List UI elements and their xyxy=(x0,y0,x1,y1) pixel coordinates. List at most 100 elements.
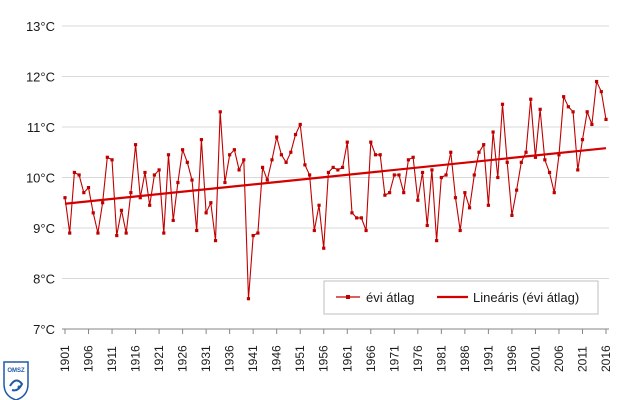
annual-mean-point xyxy=(185,160,189,164)
annual-mean-point xyxy=(406,158,411,162)
annual-mean-point xyxy=(444,173,448,177)
annual-mean-point xyxy=(392,173,396,177)
annual-mean-point xyxy=(359,216,363,220)
annual-mean-point xyxy=(331,165,335,169)
annual-mean-point xyxy=(223,180,227,185)
x-tick-label: 1971 xyxy=(387,345,401,372)
x-tick-label: 2016 xyxy=(599,345,613,372)
annual-mean-point xyxy=(458,228,462,233)
x-tick-label: 1981 xyxy=(434,345,448,372)
annual-mean-point xyxy=(496,175,500,180)
annual-mean-point xyxy=(265,178,269,182)
linear-trend-line xyxy=(64,147,607,205)
annual-mean-point xyxy=(510,213,514,217)
annual-mean-point xyxy=(293,132,298,137)
annual-mean-point xyxy=(453,196,458,200)
annual-mean-point xyxy=(599,90,603,94)
annual-mean-point xyxy=(260,165,265,169)
annual-mean-point xyxy=(232,148,236,152)
annual-mean-point xyxy=(138,196,142,200)
annual-mean-point xyxy=(110,158,114,162)
annual-mean-point xyxy=(425,223,429,228)
omsz-logo: OMSZ xyxy=(3,361,29,400)
annual-mean-point xyxy=(482,143,486,147)
annual-mean-point xyxy=(152,173,156,177)
annual-mean-point xyxy=(388,191,392,195)
annual-mean-point xyxy=(96,231,100,235)
annual-mean-point xyxy=(242,158,246,162)
x-tick-label: 1996 xyxy=(505,345,519,372)
x-tick-label: 1906 xyxy=(82,345,96,372)
x-tick-label: 1921 xyxy=(152,345,166,372)
annual-mean-point xyxy=(411,155,415,159)
x-tick-label: 1976 xyxy=(411,345,425,372)
annual-mean-point xyxy=(486,203,490,207)
annual-mean-point xyxy=(204,211,208,215)
y-tick-label: 11°C xyxy=(27,120,55,135)
annual-mean-point xyxy=(63,196,67,200)
annual-mean-point xyxy=(246,297,251,301)
annual-mean-point xyxy=(590,122,594,127)
annual-mean-point xyxy=(176,180,180,185)
annual-mean-point xyxy=(143,170,147,175)
annual-mean-point xyxy=(373,153,378,157)
annual-mean-point xyxy=(435,239,439,243)
annual-mean-point xyxy=(369,140,373,144)
x-tick-label: 2001 xyxy=(528,345,542,372)
series xyxy=(63,79,608,301)
annual-mean-point xyxy=(218,110,222,114)
annual-mean-point xyxy=(491,130,495,134)
annual-mean-point xyxy=(162,231,166,235)
x-tick-label: 1986 xyxy=(458,345,472,372)
x-tick-label: 1916 xyxy=(129,345,143,372)
annual-mean-point xyxy=(397,173,401,177)
annual-mean-point xyxy=(449,150,453,154)
annual-mean-point xyxy=(326,170,331,175)
annual-mean-point xyxy=(129,191,133,195)
annual-mean-point xyxy=(199,138,204,142)
annual-mean-point xyxy=(557,153,561,157)
annual-mean-point xyxy=(340,165,345,169)
annual-mean-point xyxy=(317,203,321,207)
x-tick-label: 1966 xyxy=(364,345,378,372)
annual-mean-point xyxy=(124,231,128,235)
x-tick-label: 1961 xyxy=(340,345,354,372)
annual-mean-point xyxy=(195,228,199,233)
annual-mean-point xyxy=(77,173,81,177)
annual-mean-point xyxy=(237,168,241,172)
axes xyxy=(62,328,609,334)
annual-mean-point xyxy=(519,160,523,164)
logo-text: OMSZ xyxy=(7,368,25,374)
annual-mean-point xyxy=(256,231,260,235)
annual-mean-point xyxy=(209,201,213,205)
logo-swirl-icon xyxy=(9,379,24,392)
annual-mean-point xyxy=(505,160,509,164)
x-tick-label: 1936 xyxy=(223,345,237,372)
annual-mean-point xyxy=(119,208,124,212)
x-tick-label: 1926 xyxy=(176,345,190,372)
annual-mean-point xyxy=(350,211,354,215)
annual-mean-point xyxy=(538,107,542,111)
annual-mean-point xyxy=(566,105,570,109)
legend-label-trend: Lineáris (évi átlag) xyxy=(473,290,579,305)
annual-mean-point xyxy=(378,153,382,157)
annual-mean-point xyxy=(275,135,279,139)
annual-mean-point xyxy=(336,168,340,172)
annual-mean-point xyxy=(524,150,528,154)
annual-mean-point xyxy=(547,170,552,175)
annual-mean-point xyxy=(420,170,425,175)
y-tick-label: 9°C xyxy=(33,221,55,236)
legend-label-annual: évi átlag xyxy=(366,290,414,305)
annual-mean-point xyxy=(105,155,109,159)
annual-mean-point xyxy=(303,163,307,167)
x-tick-labels: 1901 1906 1911 1916 1921 1926 1931 1936 1941 1946… xyxy=(58,345,613,372)
legend: évi átlag Lineáris (évi átlag) xyxy=(323,280,599,315)
annual-mean-point xyxy=(416,198,420,202)
y-tick-label: 8°C xyxy=(33,272,55,287)
annual-mean-point xyxy=(355,216,359,220)
annual-mean-point xyxy=(576,168,580,172)
annual-mean-point xyxy=(86,186,91,190)
annual-mean-point xyxy=(181,148,185,152)
annual-mean-point xyxy=(166,153,171,157)
annual-mean-point xyxy=(529,97,533,101)
